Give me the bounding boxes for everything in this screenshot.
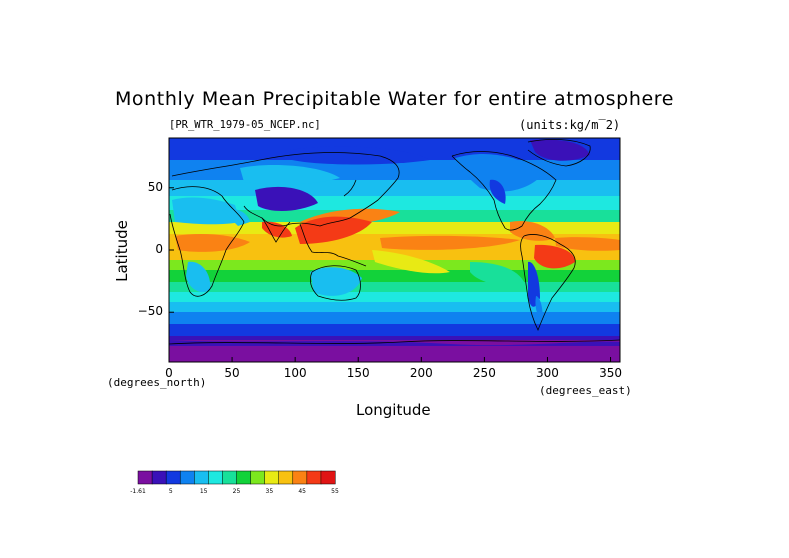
y-tick-label: 0 [155, 242, 163, 256]
coastline-africa [169, 186, 245, 297]
chart-title: Monthly Mean Precipitable Water for enti… [114, 88, 675, 110]
y-tick-label: −50 [137, 304, 163, 319]
coastline-india [261, 217, 291, 243]
colorbar-swatch [278, 470, 294, 485]
colorbar-swatch [165, 470, 181, 485]
colorbar-swatch [194, 470, 209, 485]
colorbar-swatch [306, 470, 322, 485]
band-south-lightblue [169, 302, 620, 314]
region-arabia-dry [222, 208, 250, 226]
region-north-america-dry [455, 153, 545, 192]
x-tick-label: 300 [536, 366, 559, 380]
colorbar-label: 45 [298, 488, 306, 495]
y-tick-label: 50 [147, 179, 163, 194]
colorbar-swatch [264, 470, 280, 485]
colorbar-swatch [250, 470, 266, 485]
colorbar-label: 15 [199, 488, 208, 495]
band-south-midblue [169, 312, 620, 326]
x-axis-label: Longitude [356, 401, 431, 419]
colorbar-label: 25 [232, 488, 241, 495]
band-north-subtrop-aqua [169, 210, 620, 224]
coastlines [169, 138, 620, 345]
region-siberia-blue [290, 146, 430, 165]
region-australia-dry [310, 267, 362, 296]
region-warm-pool [295, 216, 372, 244]
region-se-pacific-dry [470, 262, 526, 287]
band-south-subtrop-green [169, 270, 620, 284]
colorbar-swatch [222, 470, 238, 485]
region-spcz [372, 250, 450, 274]
colorbar-label: 35 [265, 488, 274, 495]
x-tick-label: 0 [165, 366, 173, 380]
region-tibet-dry [255, 186, 318, 212]
coastline-south-america [520, 234, 576, 331]
coastline-antarctica [169, 339, 620, 345]
x-tick-label: 200 [409, 366, 433, 380]
x-tick-label: 100 [283, 366, 307, 380]
colorbar [137, 470, 336, 485]
coastline-australia [310, 265, 361, 301]
colorbar-label: 5 [168, 488, 173, 495]
colorbar-swatch [179, 470, 195, 485]
region-patagonia [535, 296, 543, 320]
y-unit-label: (degrees_north) [107, 376, 207, 389]
units-label: (units:kg/m‾2) [519, 118, 621, 132]
band-south-cyan [169, 292, 620, 304]
coastline-se-asia [299, 223, 367, 267]
x-tick-label: 50 [224, 366, 240, 380]
colorbar-swatch [208, 470, 223, 485]
file-label: [PR_WTR_1979-05_NCEP.nc] [169, 119, 321, 131]
axis-ticks [168, 187, 612, 362]
region-antarctic-coast [169, 340, 620, 346]
colorbar-swatch [137, 470, 153, 485]
x-tick-label: 350 [599, 366, 622, 380]
coastline-japan [343, 179, 357, 197]
region-greenland [530, 139, 590, 161]
region-bay-of-bengal [262, 221, 292, 238]
colorbar-swatch [292, 470, 308, 485]
region-itcz-pacific [380, 235, 520, 250]
region-south-africa-dry [186, 261, 211, 293]
band-antarctic-darkblue [169, 336, 620, 342]
colorbar-label: -1.61 [130, 488, 146, 495]
region-andes-dry [528, 261, 540, 307]
x-tick-label: 250 [472, 366, 496, 380]
precipitable-water-field [169, 138, 620, 362]
band-south-blue [169, 324, 620, 338]
region-atlantic-itcz [555, 237, 620, 251]
region-rockies [489, 179, 506, 204]
region-indian-ocean-moist [175, 234, 250, 252]
region-central-asia [240, 165, 340, 185]
region-sahara-dry [172, 197, 240, 225]
coastline-eurasia [171, 152, 400, 227]
colorbar-label: 55 [331, 488, 339, 495]
colorbar-swatch [320, 470, 336, 485]
coastline-north-america [451, 151, 557, 231]
region-amazon [534, 244, 575, 269]
x-tick-label: 150 [346, 366, 370, 380]
x-unit-label: (degrees_east) [539, 384, 632, 397]
colorbar-swatch [151, 470, 167, 485]
coastline-greenland [527, 138, 591, 167]
colorbar-swatch [236, 470, 252, 485]
